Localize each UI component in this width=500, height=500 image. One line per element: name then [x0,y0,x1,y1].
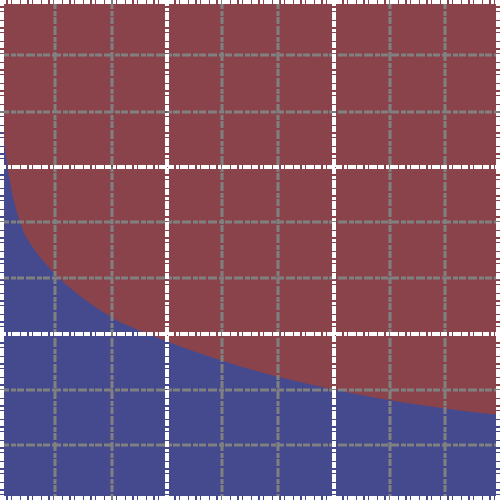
blue-region [0,95,500,500]
